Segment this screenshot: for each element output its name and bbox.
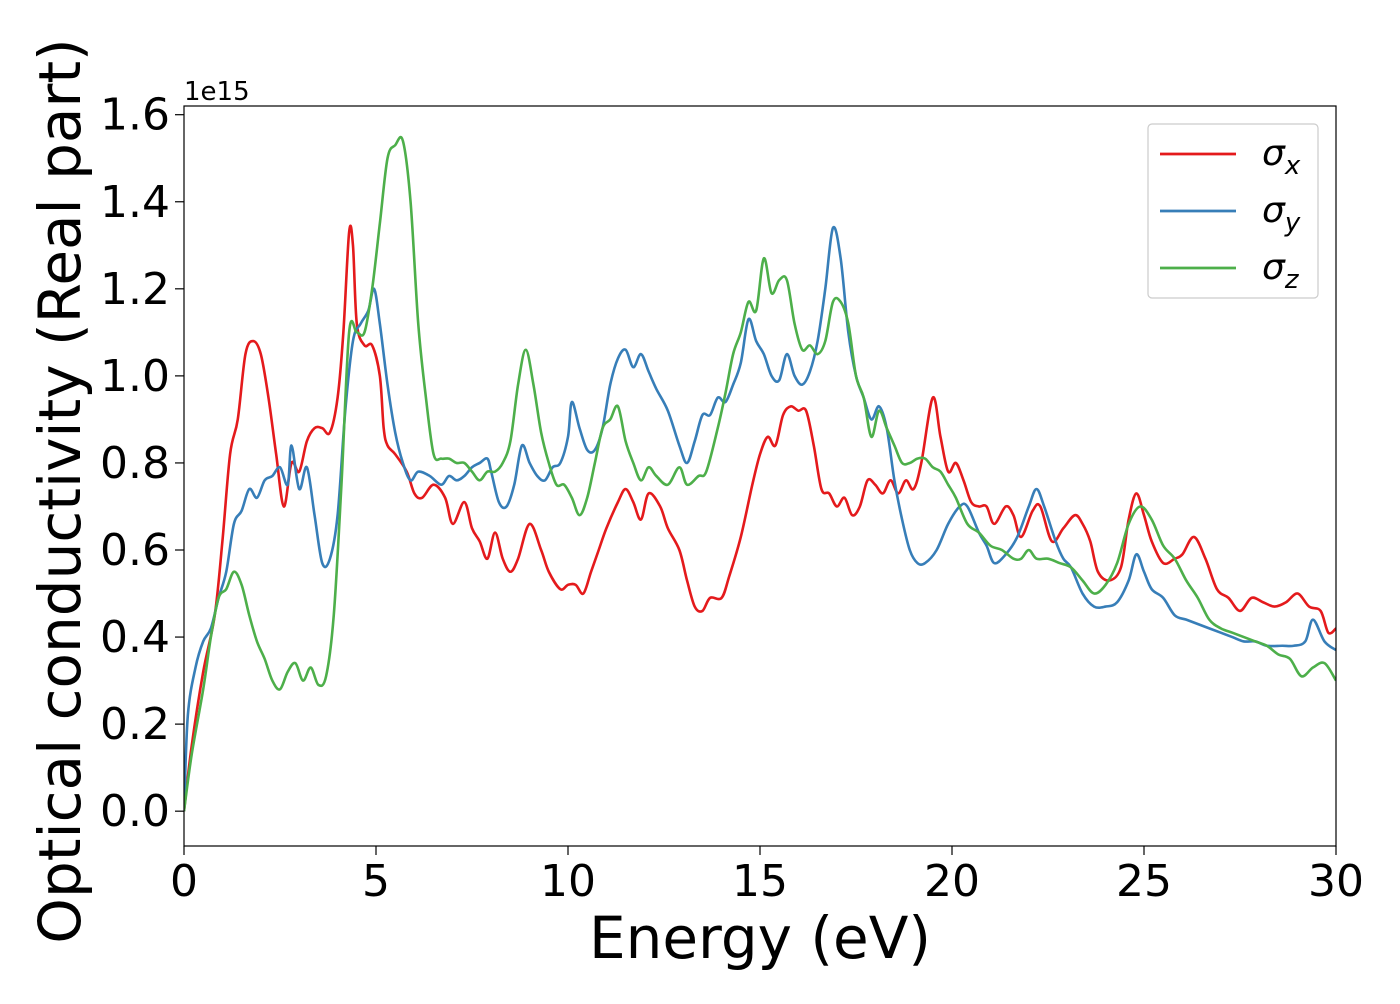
y-tick-label: 0.4 — [100, 612, 170, 663]
x-axis-label: Energy (eV) — [589, 904, 931, 972]
offset-text: 1e15 — [184, 77, 250, 107]
series-line-z — [184, 135, 1336, 812]
y-tick-label: 1.6 — [100, 90, 170, 141]
y-tick-label: 1.4 — [100, 177, 170, 228]
x-tick-label: 10 — [540, 856, 596, 907]
y-tick-label: 1.0 — [100, 351, 170, 402]
legend-label: σy — [1262, 190, 1301, 238]
legend-item-z: σz — [1160, 247, 1300, 295]
legend: σx σy σz — [1147, 123, 1319, 299]
x-tick-label: 30 — [1308, 856, 1364, 907]
legend-label: σx — [1262, 133, 1301, 181]
y-tick-label: 0.2 — [100, 699, 170, 750]
legend-item-y: σy — [1160, 190, 1301, 238]
x-tick-label: 5 — [362, 856, 390, 907]
legend-item-x: σx — [1160, 133, 1301, 181]
y-axis-label: Optical conductivity (Real part) — [26, 38, 94, 943]
y-tick-label: 0.6 — [100, 525, 170, 576]
series-line-x — [184, 224, 1336, 812]
y-tick-label: 1.2 — [100, 264, 170, 315]
x-tick-label: 20 — [924, 856, 980, 907]
x-tick-label: 25 — [1116, 856, 1172, 907]
y-tick-label: 0.8 — [100, 438, 170, 489]
y-tick-label: 0.0 — [100, 786, 170, 837]
series-layer — [184, 135, 1336, 812]
legend-label: σz — [1262, 247, 1300, 295]
x-tick-label: 0 — [170, 856, 198, 907]
legend-items: σx σy σz — [1160, 133, 1301, 295]
x-tick-label: 15 — [732, 856, 788, 907]
ticks-layer: 0 5 10 15 20 25 30 0.0 0.2 0.4 0.6 0.8 1.0 1.2 1.4 1.6 — [100, 90, 1364, 907]
